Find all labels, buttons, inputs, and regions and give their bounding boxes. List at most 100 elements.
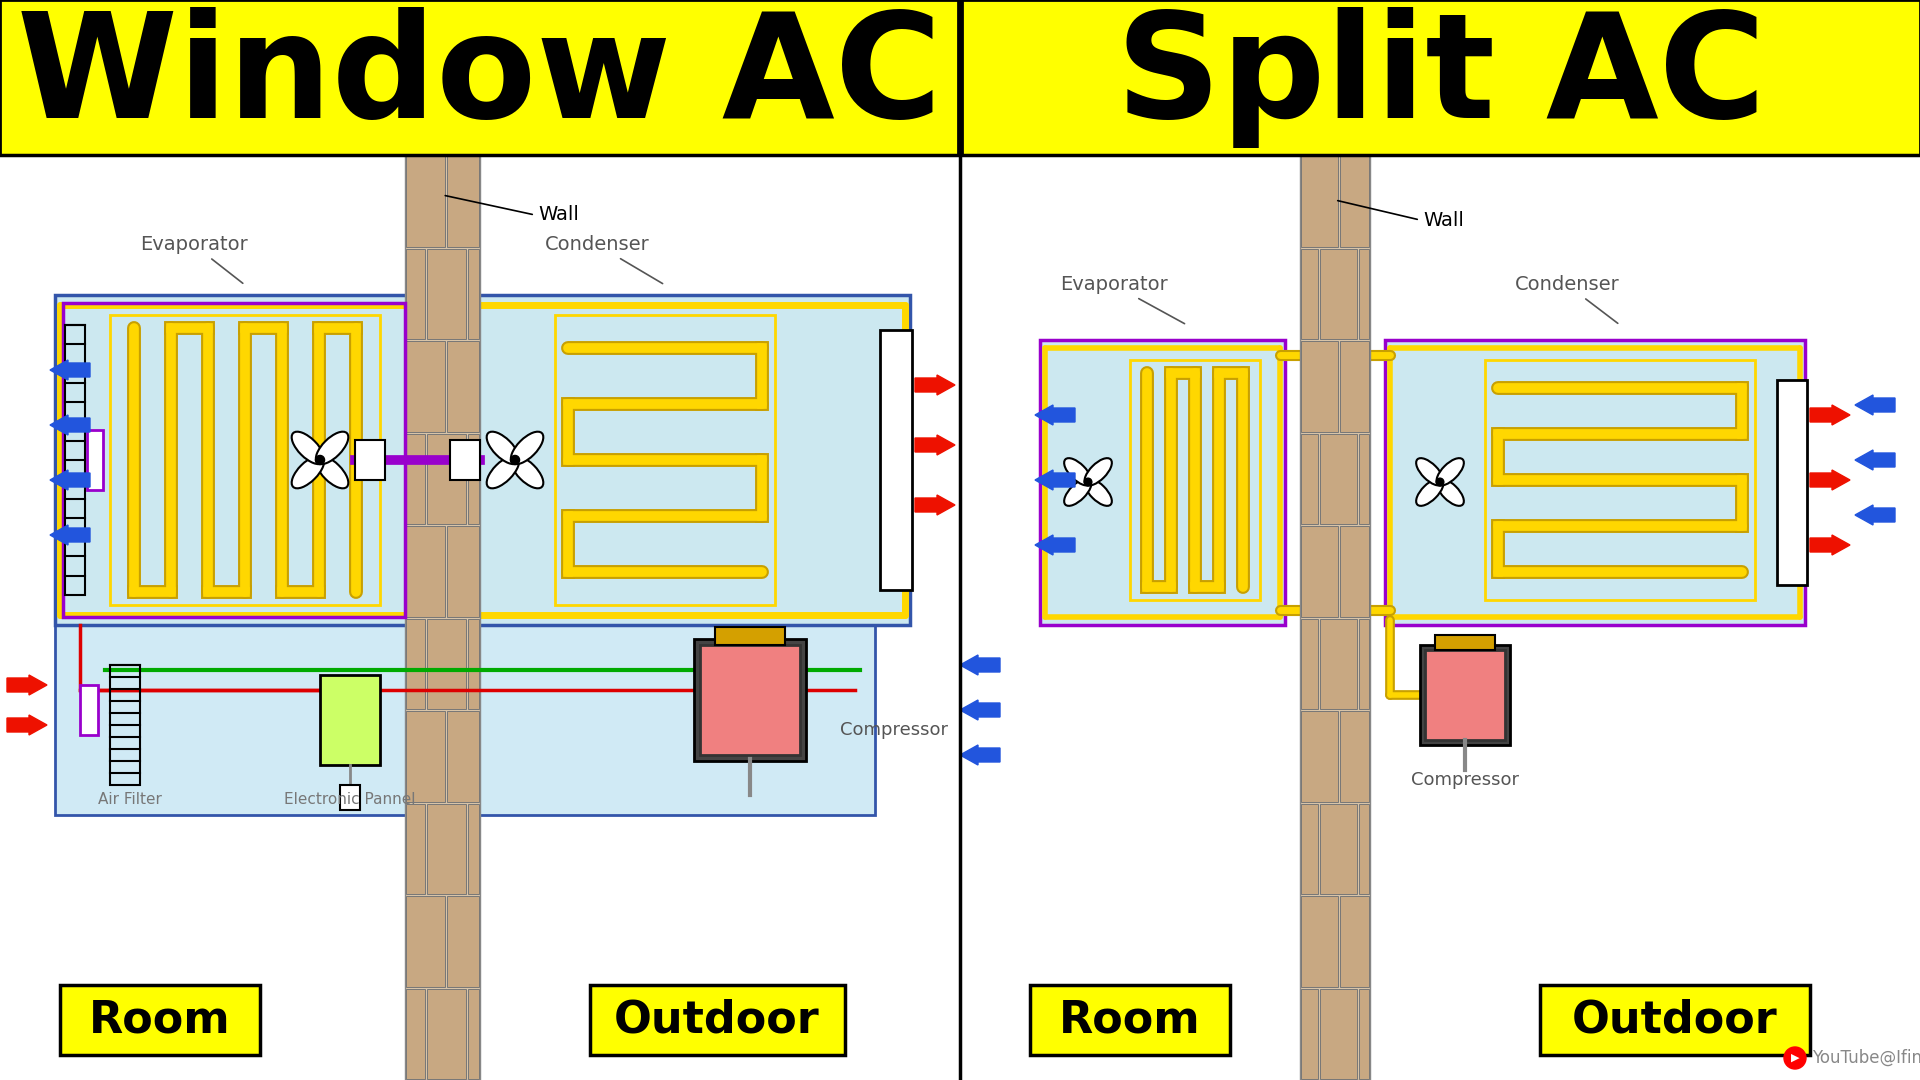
Bar bbox=[340, 785, 361, 810]
FancyArrow shape bbox=[8, 715, 46, 735]
FancyArrow shape bbox=[916, 435, 954, 455]
Bar bbox=[1321, 248, 1357, 339]
Bar bbox=[426, 619, 467, 708]
Text: Split AC: Split AC bbox=[1116, 8, 1766, 148]
FancyArrow shape bbox=[50, 360, 90, 380]
Bar bbox=[1302, 804, 1319, 894]
Bar bbox=[405, 156, 445, 246]
FancyArrow shape bbox=[50, 525, 90, 545]
FancyArrow shape bbox=[1811, 470, 1851, 490]
Bar bbox=[701, 645, 801, 755]
Bar bbox=[1340, 711, 1369, 801]
Bar bbox=[962, 0, 1920, 156]
Bar bbox=[468, 433, 478, 524]
Ellipse shape bbox=[317, 432, 348, 464]
Bar bbox=[0, 0, 958, 156]
FancyArrow shape bbox=[1035, 470, 1075, 490]
Text: Outdoor: Outdoor bbox=[614, 999, 820, 1041]
Text: Wall: Wall bbox=[538, 205, 578, 225]
Text: Window AC: Window AC bbox=[17, 8, 941, 148]
Bar bbox=[426, 248, 467, 339]
Text: Condenser: Condenser bbox=[545, 235, 662, 284]
FancyArrow shape bbox=[1811, 405, 1851, 426]
Ellipse shape bbox=[317, 456, 348, 488]
Text: Condenser: Condenser bbox=[1515, 275, 1620, 323]
Bar bbox=[1321, 433, 1357, 524]
Bar bbox=[405, 248, 424, 339]
Bar bbox=[405, 988, 424, 1079]
FancyArrow shape bbox=[1855, 395, 1895, 415]
Bar bbox=[321, 675, 380, 765]
Text: Evaporator: Evaporator bbox=[1060, 275, 1185, 324]
FancyArrow shape bbox=[1811, 535, 1851, 555]
Bar bbox=[1029, 985, 1231, 1055]
Bar bbox=[1041, 340, 1284, 625]
FancyArrow shape bbox=[1855, 505, 1895, 525]
Bar bbox=[1340, 156, 1369, 246]
Bar bbox=[1300, 156, 1371, 1080]
Bar bbox=[1384, 340, 1805, 625]
Bar bbox=[1321, 988, 1357, 1079]
Bar bbox=[1434, 635, 1496, 650]
Circle shape bbox=[511, 456, 520, 464]
Bar bbox=[109, 665, 140, 785]
Bar bbox=[1302, 526, 1338, 617]
Bar bbox=[1302, 988, 1319, 1079]
Bar bbox=[1302, 619, 1319, 708]
Bar bbox=[1359, 804, 1369, 894]
Bar bbox=[447, 526, 478, 617]
Bar bbox=[60, 985, 259, 1055]
Text: Room: Room bbox=[88, 999, 230, 1041]
Bar bbox=[405, 156, 480, 1080]
Ellipse shape bbox=[1417, 458, 1444, 486]
Bar bbox=[714, 627, 785, 645]
Bar bbox=[405, 711, 445, 801]
Bar bbox=[109, 315, 380, 605]
Bar bbox=[56, 295, 910, 625]
Bar bbox=[1302, 433, 1319, 524]
Bar bbox=[589, 985, 845, 1055]
Bar bbox=[1302, 341, 1338, 432]
Bar bbox=[1778, 380, 1807, 585]
FancyArrow shape bbox=[1035, 405, 1075, 426]
Bar bbox=[405, 433, 424, 524]
Text: YouTube@Ifinfotech: YouTube@Ifinfotech bbox=[1812, 1049, 1920, 1067]
Text: Electronic Pannel: Electronic Pannel bbox=[284, 793, 417, 808]
FancyArrow shape bbox=[50, 470, 90, 490]
Bar bbox=[1340, 341, 1369, 432]
Ellipse shape bbox=[1085, 458, 1112, 486]
Bar bbox=[426, 988, 467, 1079]
Bar bbox=[405, 619, 424, 708]
FancyArrow shape bbox=[916, 495, 954, 515]
Bar bbox=[1359, 248, 1369, 339]
Ellipse shape bbox=[1417, 478, 1444, 505]
Bar bbox=[447, 341, 478, 432]
Bar bbox=[405, 804, 424, 894]
Bar bbox=[355, 440, 386, 480]
Bar bbox=[1340, 526, 1369, 617]
Bar bbox=[1302, 711, 1338, 801]
FancyArrow shape bbox=[960, 700, 1000, 720]
Bar bbox=[693, 639, 806, 761]
Bar bbox=[879, 330, 912, 590]
FancyArrow shape bbox=[1035, 535, 1075, 555]
Ellipse shape bbox=[292, 432, 324, 464]
Bar bbox=[1340, 896, 1369, 986]
Bar bbox=[86, 430, 104, 490]
Circle shape bbox=[315, 456, 324, 464]
FancyArrow shape bbox=[960, 745, 1000, 765]
Circle shape bbox=[1436, 478, 1444, 486]
Text: Room: Room bbox=[1060, 999, 1200, 1041]
FancyArrow shape bbox=[916, 375, 954, 395]
Bar bbox=[1421, 645, 1509, 745]
Ellipse shape bbox=[1085, 478, 1112, 505]
FancyArrow shape bbox=[960, 654, 1000, 675]
Text: Air Filter: Air Filter bbox=[98, 793, 161, 808]
FancyArrow shape bbox=[50, 415, 90, 435]
Bar bbox=[65, 325, 84, 595]
Ellipse shape bbox=[486, 432, 518, 464]
Bar bbox=[1425, 650, 1505, 740]
Bar bbox=[1302, 896, 1338, 986]
Text: Compressor: Compressor bbox=[1411, 771, 1519, 789]
Bar bbox=[426, 433, 467, 524]
